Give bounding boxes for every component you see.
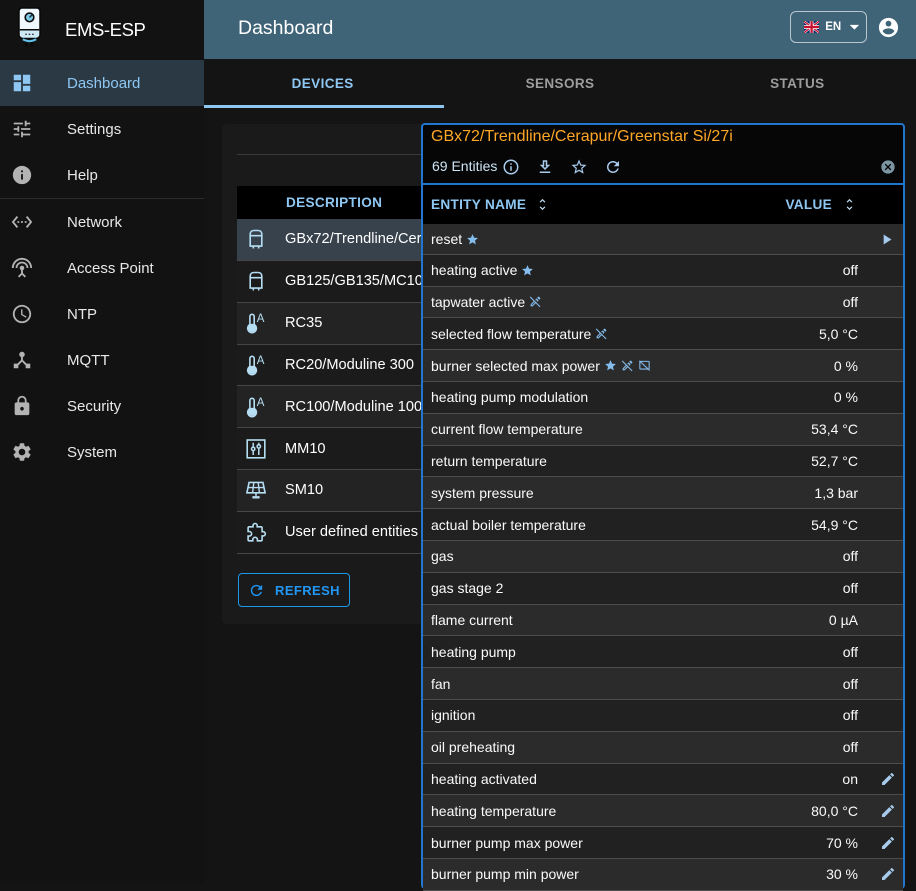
svg-text:A: A <box>257 313 265 325</box>
svg-text:A: A <box>257 397 265 409</box>
svg-text:A: A <box>257 355 265 367</box>
